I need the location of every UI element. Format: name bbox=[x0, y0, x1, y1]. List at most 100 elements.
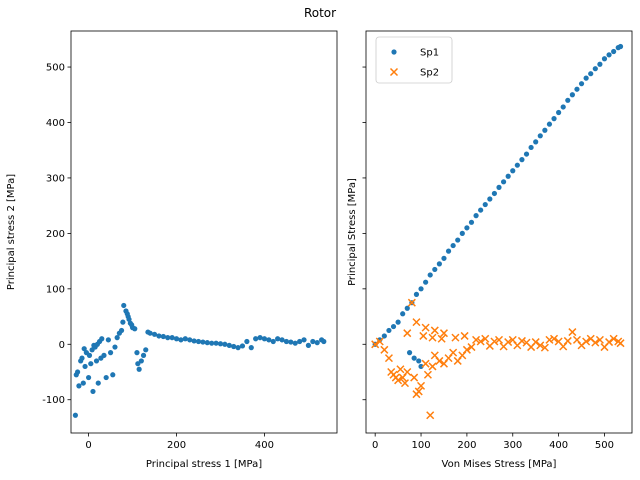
data-point-sp2 bbox=[403, 329, 412, 338]
data-point-sp1 bbox=[165, 335, 171, 341]
data-point-sp1 bbox=[288, 339, 294, 345]
data-point-sp1 bbox=[386, 327, 392, 334]
data-point-sp1 bbox=[93, 358, 100, 364]
data-point-sp1 bbox=[491, 190, 498, 197]
y-tick-label: 0 bbox=[59, 340, 65, 351]
data-point-sp1 bbox=[114, 335, 120, 341]
data-point-sp1 bbox=[178, 337, 184, 343]
data-point-sp1 bbox=[583, 75, 589, 81]
data-point-sp2 bbox=[591, 338, 600, 347]
data-point-sp1 bbox=[556, 109, 562, 116]
data-point-sp2 bbox=[380, 345, 389, 354]
data-point-sp1 bbox=[565, 97, 571, 103]
y-tick-label: 200 bbox=[46, 229, 65, 240]
data-point-sp1 bbox=[266, 337, 272, 343]
data-point-sp1 bbox=[411, 355, 417, 361]
data-point-sp2 bbox=[437, 334, 446, 343]
x-tick-label: 100 bbox=[411, 440, 430, 451]
data-point-sp1 bbox=[432, 266, 438, 273]
data-point-sp1 bbox=[279, 337, 285, 343]
data-point-sp2 bbox=[550, 334, 559, 343]
data-point-sp2 bbox=[467, 343, 476, 352]
data-point-sp2 bbox=[428, 333, 437, 342]
data-point-sp1 bbox=[321, 338, 327, 345]
data-point-sp2 bbox=[451, 333, 460, 342]
data-point-sp1 bbox=[305, 342, 312, 348]
data-point-sp2 bbox=[563, 336, 572, 345]
data-point-sp1 bbox=[244, 338, 250, 345]
data-point-sp1 bbox=[213, 340, 219, 346]
data-point-sp2 bbox=[531, 338, 540, 347]
data-point-sp1 bbox=[143, 347, 149, 353]
axes-frame bbox=[70, 30, 338, 434]
data-point-sp1 bbox=[283, 338, 290, 345]
data-point-sp1 bbox=[514, 162, 520, 168]
principal-stress-plot: 0 200 400 -100 0 100 200 300 400 500 Principal str… bbox=[6, 30, 338, 470]
data-point-sp1 bbox=[404, 305, 410, 311]
data-point-sp1 bbox=[248, 345, 254, 351]
data-point-sp1 bbox=[88, 361, 94, 367]
series-sp1 bbox=[72, 302, 327, 418]
data-point-sp1 bbox=[112, 344, 118, 350]
data-point-sp2 bbox=[462, 345, 471, 354]
data-point-sp1 bbox=[468, 219, 475, 225]
data-point-sp1 bbox=[597, 61, 603, 67]
data-point-sp1 bbox=[160, 333, 166, 340]
data-point-sp1 bbox=[436, 261, 442, 267]
data-point-sp2 bbox=[460, 331, 469, 340]
data-point-sp1 bbox=[523, 151, 530, 157]
data-point-sp1 bbox=[416, 358, 422, 364]
data-point-sp1 bbox=[261, 336, 268, 342]
data-point-sp1 bbox=[578, 81, 585, 87]
data-point-sp2 bbox=[403, 367, 412, 377]
data-point-sp1 bbox=[390, 323, 397, 330]
y-tick-label: 300 bbox=[46, 173, 65, 184]
data-point-sp1 bbox=[235, 345, 241, 351]
data-point-sp1 bbox=[270, 338, 276, 345]
data-point-sp1 bbox=[118, 327, 125, 334]
figure-title: Rotor bbox=[304, 6, 336, 20]
data-point-sp1 bbox=[132, 326, 138, 332]
data-point-sp2 bbox=[605, 338, 614, 347]
data-point-sp1 bbox=[427, 272, 433, 278]
x-tick-label: 400 bbox=[255, 440, 274, 451]
data-point-sp1 bbox=[74, 369, 81, 375]
data-point-sp1 bbox=[81, 346, 87, 352]
data-point-sp2 bbox=[568, 328, 577, 337]
data-point-sp2 bbox=[396, 365, 405, 374]
data-point-sp1 bbox=[297, 338, 303, 345]
data-point-sp2 bbox=[400, 379, 410, 388]
data-point-sp1 bbox=[209, 340, 215, 346]
x-tick-label: 500 bbox=[595, 440, 614, 451]
legend-label-sp1: Sp1 bbox=[420, 48, 439, 59]
data-point-sp2 bbox=[407, 298, 416, 307]
data-point-sp1 bbox=[314, 340, 320, 346]
data-point-sp2 bbox=[540, 343, 549, 352]
data-point-sp2 bbox=[394, 376, 403, 385]
data-point-sp1 bbox=[121, 302, 127, 309]
x-tick-label: 200 bbox=[457, 440, 476, 451]
data-point-sp1 bbox=[601, 56, 608, 62]
data-point-sp1 bbox=[381, 333, 387, 339]
series-sp2 bbox=[371, 298, 625, 420]
data-point-sp2 bbox=[417, 381, 426, 390]
data-point-sp1 bbox=[533, 139, 539, 145]
data-point-sp1 bbox=[473, 213, 479, 219]
data-point-sp1 bbox=[482, 201, 488, 208]
data-point-sp2 bbox=[375, 337, 384, 346]
data-point-sp1 bbox=[222, 341, 228, 347]
data-point-sp1 bbox=[72, 412, 78, 418]
y-axis-label: Principal Stress [MPa] bbox=[347, 178, 358, 286]
data-point-sp1 bbox=[86, 352, 93, 358]
data-point-sp2 bbox=[421, 359, 430, 368]
data-point-sp1 bbox=[606, 52, 612, 58]
data-point-sp2 bbox=[472, 335, 481, 344]
data-point-sp1 bbox=[496, 184, 502, 190]
legend-box bbox=[375, 36, 453, 84]
data-point-sp2 bbox=[412, 318, 421, 327]
data-point-sp1 bbox=[560, 104, 566, 110]
data-point-sp1 bbox=[239, 343, 246, 349]
data-point-sp2 bbox=[490, 337, 499, 346]
data-point-sp2 bbox=[426, 411, 435, 420]
